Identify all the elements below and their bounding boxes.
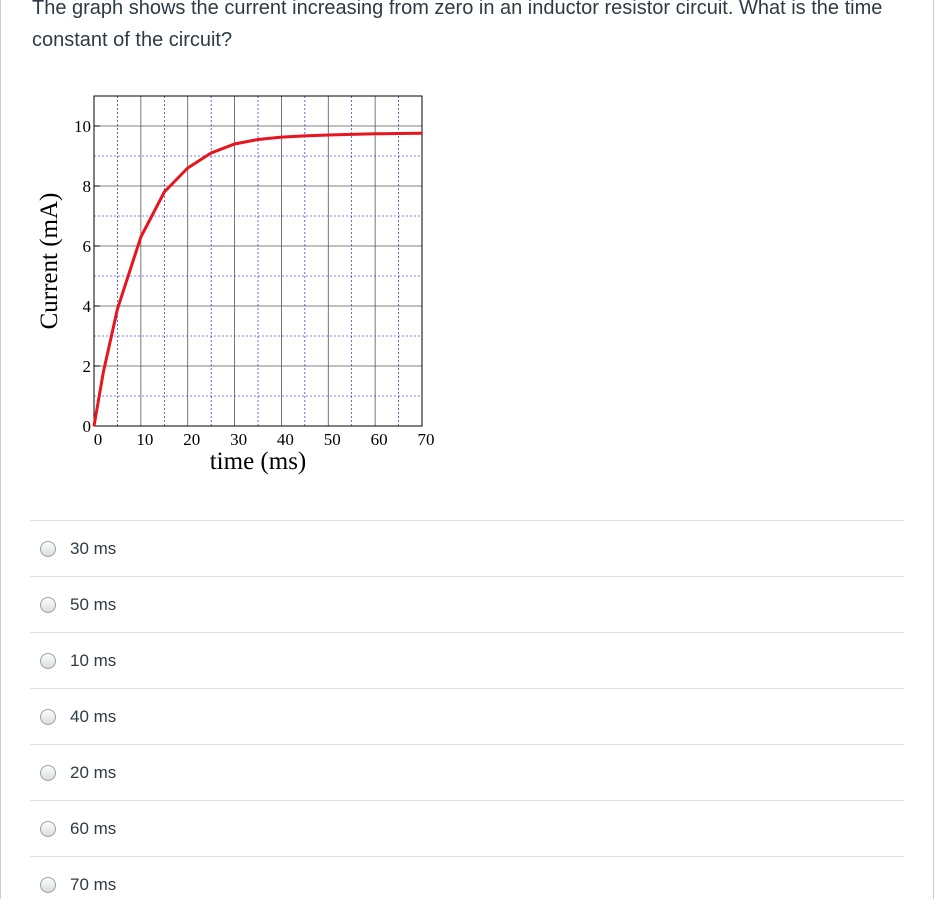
answer-label: 30 ms (70, 538, 117, 558)
series-line (92, 131, 423, 427)
answer-label: 40 ms (70, 706, 117, 726)
answer-option[interactable]: 50 ms (30, 576, 904, 632)
y-axis-ticks: 0 2 4 6 8 10 (74, 117, 100, 436)
answer-option[interactable]: 60 ms (30, 800, 904, 856)
question-text: The graph shows the current increasing f… (32, 0, 883, 51)
answer-label: 20 ms (70, 762, 117, 782)
x-tick-label: 10 (136, 430, 153, 449)
current-vs-time-chart: 0 10 20 30 40 50 60 70 0 2 4 6 8 10 time (ms) Curren… (36, 95, 435, 475)
y-tick-label: 0 (83, 417, 92, 436)
x-tick-label: 30 (230, 430, 247, 449)
radio-button[interactable] (40, 820, 56, 837)
x-tick-label: 0 (94, 430, 103, 449)
radio-button[interactable] (40, 540, 56, 557)
answer-label: 70 ms (70, 874, 117, 894)
major-grid (94, 96, 422, 426)
answer-label: 10 ms (70, 650, 117, 670)
x-tick-label: 40 (277, 430, 294, 449)
minor-grid (94, 96, 422, 426)
answer-label: 50 ms (70, 594, 117, 614)
answer-option[interactable]: 30 ms (30, 520, 904, 576)
y-tick-label: 4 (83, 297, 92, 316)
x-tick-label: 70 (418, 430, 435, 449)
x-axis-label: time (ms) (210, 448, 307, 475)
answer-label: 60 ms (70, 818, 117, 838)
radio-button[interactable] (40, 708, 56, 725)
answer-option[interactable]: 10 ms (30, 632, 904, 688)
x-axis-ticks: 0 10 20 30 40 50 60 70 (94, 430, 435, 449)
answer-list: 30 ms 50 ms 10 ms 40 ms 20 ms 60 ms 70 m… (30, 520, 904, 912)
x-tick-label: 20 (183, 430, 200, 449)
y-tick-label: 8 (83, 177, 92, 196)
radio-button[interactable] (40, 596, 56, 613)
radio-button[interactable] (40, 876, 56, 893)
answer-option[interactable]: 70 ms (30, 856, 904, 912)
y-tick-label: 10 (74, 117, 91, 136)
answer-option[interactable]: 20 ms (30, 744, 904, 800)
x-tick-label: 60 (371, 430, 388, 449)
y-axis-label: Current (mA) (36, 193, 63, 330)
x-tick-label: 50 (324, 430, 341, 449)
answer-option[interactable]: 40 ms (30, 688, 904, 744)
y-tick-label: 2 (83, 357, 92, 376)
plot-border (93, 95, 423, 427)
radio-button[interactable] (40, 764, 56, 781)
y-tick-label: 6 (83, 237, 92, 256)
radio-button[interactable] (40, 652, 56, 669)
